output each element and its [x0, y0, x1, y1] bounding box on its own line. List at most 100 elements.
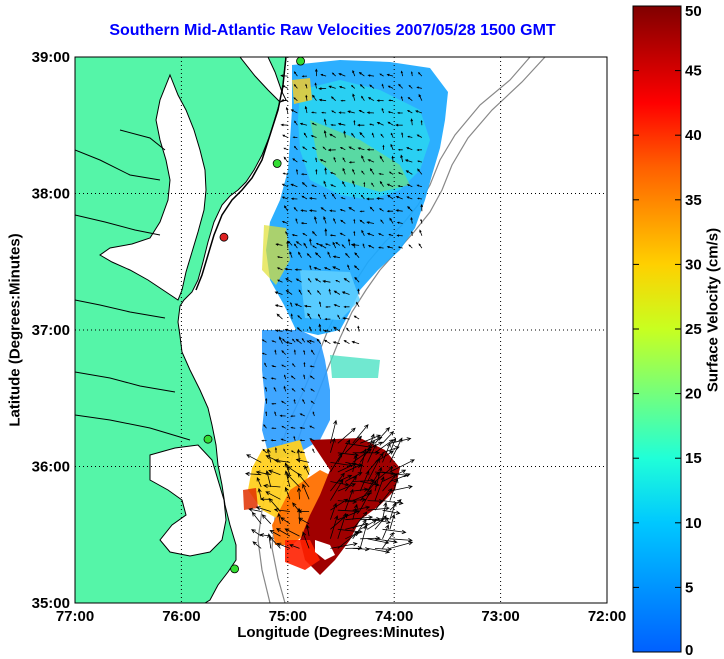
velocity-arrow: [295, 218, 298, 224]
velocity-arrow: [269, 530, 281, 537]
velocity-arrow: [262, 376, 267, 380]
velocity-arrow: [295, 168, 299, 175]
velocity-arrow: [314, 82, 317, 89]
velocity-arrow: [344, 488, 354, 511]
velocity-arrow: [289, 544, 300, 549]
velocity-arrow: [283, 448, 287, 453]
velocity-arrow: [264, 362, 267, 368]
velocity-arrow: [341, 291, 350, 295]
velocity-arrow: [280, 123, 288, 127]
velocity-arrow: [367, 506, 390, 511]
velocity-arrow: [263, 424, 267, 429]
rivers: [75, 129, 191, 441]
velocity-arrow: [420, 119, 423, 126]
velocity-arrow: [367, 433, 375, 453]
colorbar-tick-label: 35: [685, 192, 702, 209]
velocity-arrow: [300, 222, 308, 225]
velocity-arrow: [369, 206, 375, 212]
velocity-arrow: [371, 182, 375, 187]
velocity-arrow: [265, 491, 281, 500]
velocity-arrow: [369, 123, 375, 126]
velocity-arrow: [299, 426, 305, 429]
velocity-vectors: [244, 68, 424, 554]
velocity-arrow: [284, 528, 300, 537]
velocity-arrow: [323, 267, 331, 271]
velocity-arrow: [309, 438, 315, 441]
velocity-arrow: [395, 209, 403, 212]
velocity-arrow: [294, 268, 302, 272]
velocity-arrow: [348, 161, 355, 164]
velocity-arrow: [388, 99, 394, 102]
velocity-arrow: [366, 197, 375, 201]
velocity-arrow: [312, 245, 317, 249]
velocity-arrow: [295, 338, 302, 345]
velocity-arrow: [311, 122, 317, 126]
velocity-arrow: [290, 183, 298, 188]
velocity-arrow: [408, 84, 413, 89]
velocity-arrow: [291, 388, 296, 392]
velocity-arrow: [339, 146, 346, 151]
velocity-arrow: [382, 509, 401, 515]
colorbar-tick-label: 5: [685, 579, 693, 596]
y-tick-label: 38:00: [32, 186, 70, 203]
velocity-arrow: [305, 524, 310, 537]
velocity-arrow: [310, 135, 317, 138]
velocity-arrow: [282, 134, 288, 138]
radar-site-marker: [230, 564, 240, 574]
velocity-arrow: [310, 400, 315, 405]
velocity-arrow: [397, 246, 403, 249]
velocity-arrow: [328, 85, 336, 89]
velocity-arrow: [332, 341, 340, 345]
velocity-arrow: [338, 111, 346, 114]
velocity-arrow: [301, 159, 308, 163]
velocity-arrow: [345, 497, 367, 502]
velocity-arrow: [271, 402, 277, 405]
velocity-arrow: [366, 232, 375, 237]
velocity-arrow: [303, 132, 308, 138]
velocity-arrow: [410, 216, 413, 224]
velocity-arrow: [313, 267, 321, 271]
velocity-arrow: [265, 455, 281, 463]
velocity-arrow: [380, 219, 384, 224]
velocity-arrow: [382, 524, 389, 539]
velocity-arrow: [389, 473, 411, 482]
velocity-arrow: [281, 196, 288, 200]
velocity-arrow: [323, 118, 327, 126]
velocity-arrow: [366, 221, 375, 225]
velocity-arrow: [297, 315, 302, 320]
velocity-arrow: [274, 447, 278, 453]
velocity-arrow: [386, 209, 394, 213]
velocity-arrow: [390, 143, 394, 150]
velocity-arrow: [374, 538, 398, 544]
velocity-arrow: [352, 547, 370, 552]
velocity-arrow: [374, 515, 387, 530]
velocity-arrow: [279, 414, 286, 417]
velocity-arrow: [275, 243, 283, 246]
velocity-arrow: [318, 87, 327, 91]
velocity-arrow: [284, 267, 293, 271]
velocity-arrow: [404, 159, 413, 163]
colorbar-tick-label: 45: [685, 63, 702, 80]
velocity-arrow: [335, 241, 341, 246]
velocity-arrow: [333, 156, 337, 163]
velocity-arrow: [339, 232, 346, 237]
velocity-arrow: [293, 243, 298, 249]
velocity-arrow: [300, 173, 308, 176]
velocity-arrow: [281, 183, 288, 188]
velocity-arrow: [318, 301, 322, 307]
velocity-arrow: [335, 280, 341, 283]
velocity-arrow: [379, 73, 384, 77]
velocity-arrow: [357, 147, 365, 151]
velocity-arrow: [387, 85, 394, 89]
velocity-arrow: [395, 195, 403, 200]
velocity-arrow: [281, 221, 288, 224]
velocity-arrow: [343, 305, 350, 309]
chesapeake-bay: [99, 73, 207, 301]
velocity-arrow: [321, 111, 327, 114]
velocity-arrow: [406, 110, 413, 114]
velocity-arrow: [382, 469, 407, 482]
pamlico-sound: [149, 444, 227, 557]
velocity-arrow: [290, 415, 296, 418]
velocity-arrow: [382, 531, 394, 549]
